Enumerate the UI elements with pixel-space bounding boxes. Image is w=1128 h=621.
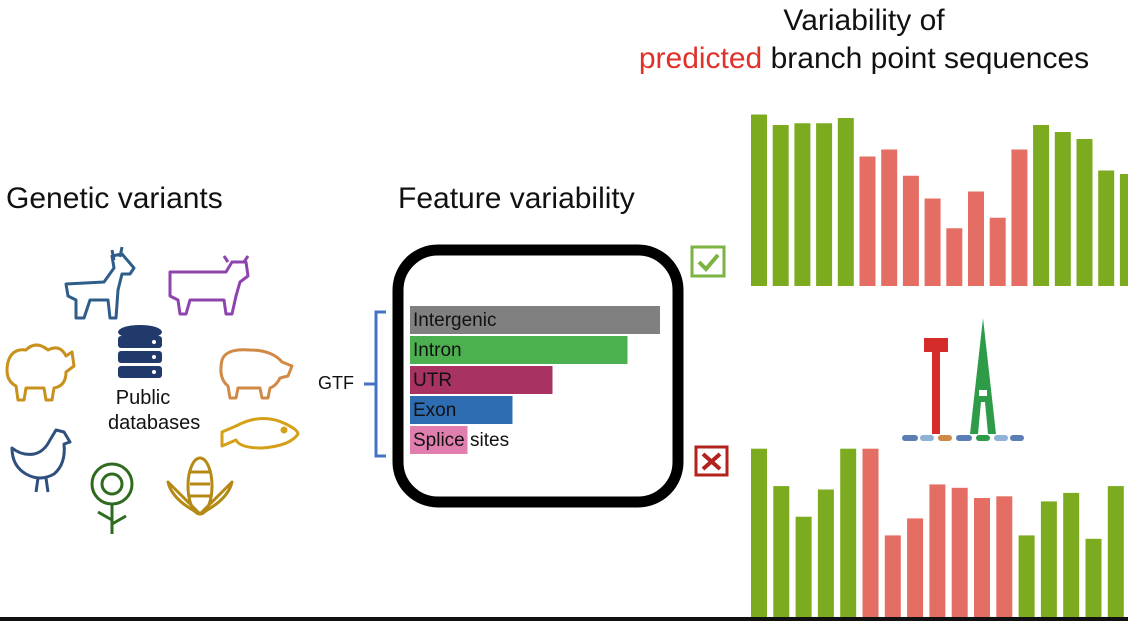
bar <box>751 448 767 617</box>
chicken-icon <box>10 428 72 493</box>
feature-bar-group <box>410 306 660 454</box>
bar <box>862 448 879 617</box>
feature-bar <box>410 366 553 394</box>
bar <box>837 118 854 286</box>
sunflower-icon <box>90 462 134 534</box>
bar <box>1011 149 1028 286</box>
feature-bar-label: UTR <box>413 370 453 391</box>
title-line2: predicted branch point sequences <box>600 40 1128 78</box>
gtf-bracket <box>364 310 386 458</box>
bar <box>996 496 1013 617</box>
bar <box>772 125 789 286</box>
bar <box>1085 538 1102 617</box>
logo-letter-a <box>970 318 996 434</box>
feature-variability-heading: Feature variability <box>398 182 635 215</box>
bar <box>751 114 767 286</box>
bottom-bar-chart <box>751 448 1124 617</box>
bar <box>859 156 876 286</box>
bar <box>951 487 968 617</box>
bar <box>794 123 811 286</box>
bar <box>946 228 963 286</box>
bar <box>907 518 924 617</box>
bar <box>929 484 946 617</box>
checkbox-cross-icon <box>694 445 729 477</box>
sequence-logo <box>902 318 1024 441</box>
bar <box>1098 170 1115 286</box>
bar <box>974 498 990 617</box>
title-rest: branch point sequences <box>762 42 1090 75</box>
feature-bar-label: Exon <box>413 400 457 421</box>
feature-bar <box>410 336 628 364</box>
feature-frame <box>392 244 684 508</box>
bar <box>816 123 833 286</box>
bar <box>840 448 857 617</box>
feature-bar-label: Splice sites <box>413 430 510 451</box>
pig-icon <box>219 348 294 400</box>
feature-bar-label: Intron <box>413 340 462 361</box>
db-label-line1: Public <box>115 387 171 409</box>
goat-icon <box>64 246 136 320</box>
bar <box>1119 174 1128 286</box>
feature-bar <box>410 396 513 424</box>
bar <box>773 486 790 617</box>
bottom-rule <box>0 617 1128 621</box>
logo-small-letters <box>902 435 1024 441</box>
bar <box>1054 132 1071 286</box>
feature-bar <box>410 426 468 454</box>
sheep-icon <box>5 343 76 402</box>
bar <box>968 191 984 286</box>
bar <box>795 516 812 617</box>
bar <box>817 489 834 617</box>
right-title: Variability of predicted branch point se… <box>600 2 1128 78</box>
bar <box>1018 535 1035 617</box>
bar <box>902 175 919 286</box>
bar <box>989 217 1006 286</box>
bar <box>1076 139 1093 286</box>
genetic-variants-heading: Genetic variants <box>6 182 223 215</box>
feature-bar-label: Intergenic <box>413 310 497 331</box>
public-databases-label: Public databases <box>108 386 201 436</box>
bar <box>1040 501 1057 617</box>
title-accent: predicted <box>638 42 763 75</box>
database-icon <box>118 325 162 378</box>
bar <box>881 149 898 286</box>
top-bar-chart <box>751 114 1128 286</box>
title-line1: Variability of <box>783 4 945 37</box>
db-label-line2: databases <box>108 412 201 434</box>
bar <box>884 535 901 617</box>
bar <box>924 198 941 286</box>
feature-bar <box>410 306 660 334</box>
fish-icon <box>220 417 300 450</box>
corn-icon <box>166 456 234 516</box>
cow-icon <box>168 255 250 316</box>
gtf-label: GTF <box>318 373 354 393</box>
logo-letter-t <box>924 338 948 434</box>
bar <box>1107 486 1124 617</box>
bar <box>1033 125 1050 286</box>
bar <box>1063 492 1080 617</box>
checkbox-check-icon <box>690 245 726 278</box>
